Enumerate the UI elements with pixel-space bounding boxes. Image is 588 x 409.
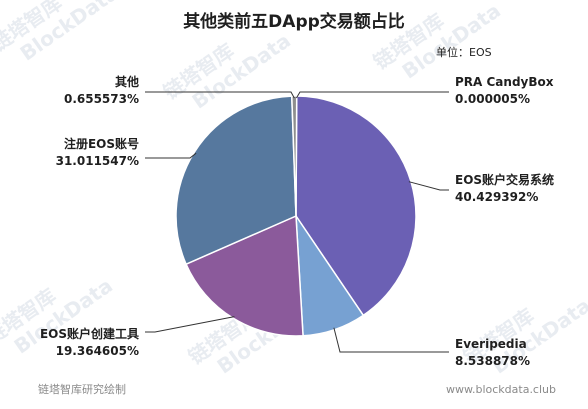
- leader-lines: [145, 91, 449, 353]
- slice-name-label: PRA CandyBox: [455, 75, 554, 89]
- leader-line: [145, 91, 295, 99]
- footer-website: www.blockdata.club: [446, 383, 556, 396]
- slice-value-label: 19.364605%: [56, 344, 139, 358]
- chart-title: 其他类前五DApp交易额占比: [183, 11, 405, 32]
- slice-name-label: Everipedia: [455, 337, 527, 351]
- leader-line: [295, 91, 449, 99]
- slice-name-label: 注册EOS账号: [64, 136, 139, 151]
- slice-value-label: 40.429392%: [455, 190, 538, 204]
- leader-line: [145, 152, 197, 159]
- leader-line: [333, 327, 449, 353]
- pie-slice: [175, 95, 297, 266]
- leader-line: [408, 181, 449, 191]
- slice-value-label: 0.000005%: [455, 92, 530, 106]
- leader-line: [145, 316, 235, 333]
- slice-name-label: 其他: [115, 74, 139, 89]
- pie-slice: [185, 214, 304, 337]
- slice-value-label: 8.538878%: [455, 354, 530, 368]
- slice-value-label: 31.011547%: [56, 154, 139, 168]
- unit-label: 单位：EOS: [436, 45, 492, 59]
- slice-value-label: 0.655573%: [64, 92, 139, 106]
- pie-slice: [295, 95, 417, 317]
- slice-labels: PRA CandyBox 0.000005% EOS账户交易系统 40.429392%…: [40, 74, 554, 368]
- slice-name-label: EOS账户交易系统: [455, 172, 554, 187]
- pie-slice: [291, 95, 298, 217]
- slice-name-label: EOS账户创建工具: [40, 326, 139, 341]
- footer-source: 链塔智库研究绘制: [38, 382, 126, 396]
- pie-slices: [175, 95, 417, 337]
